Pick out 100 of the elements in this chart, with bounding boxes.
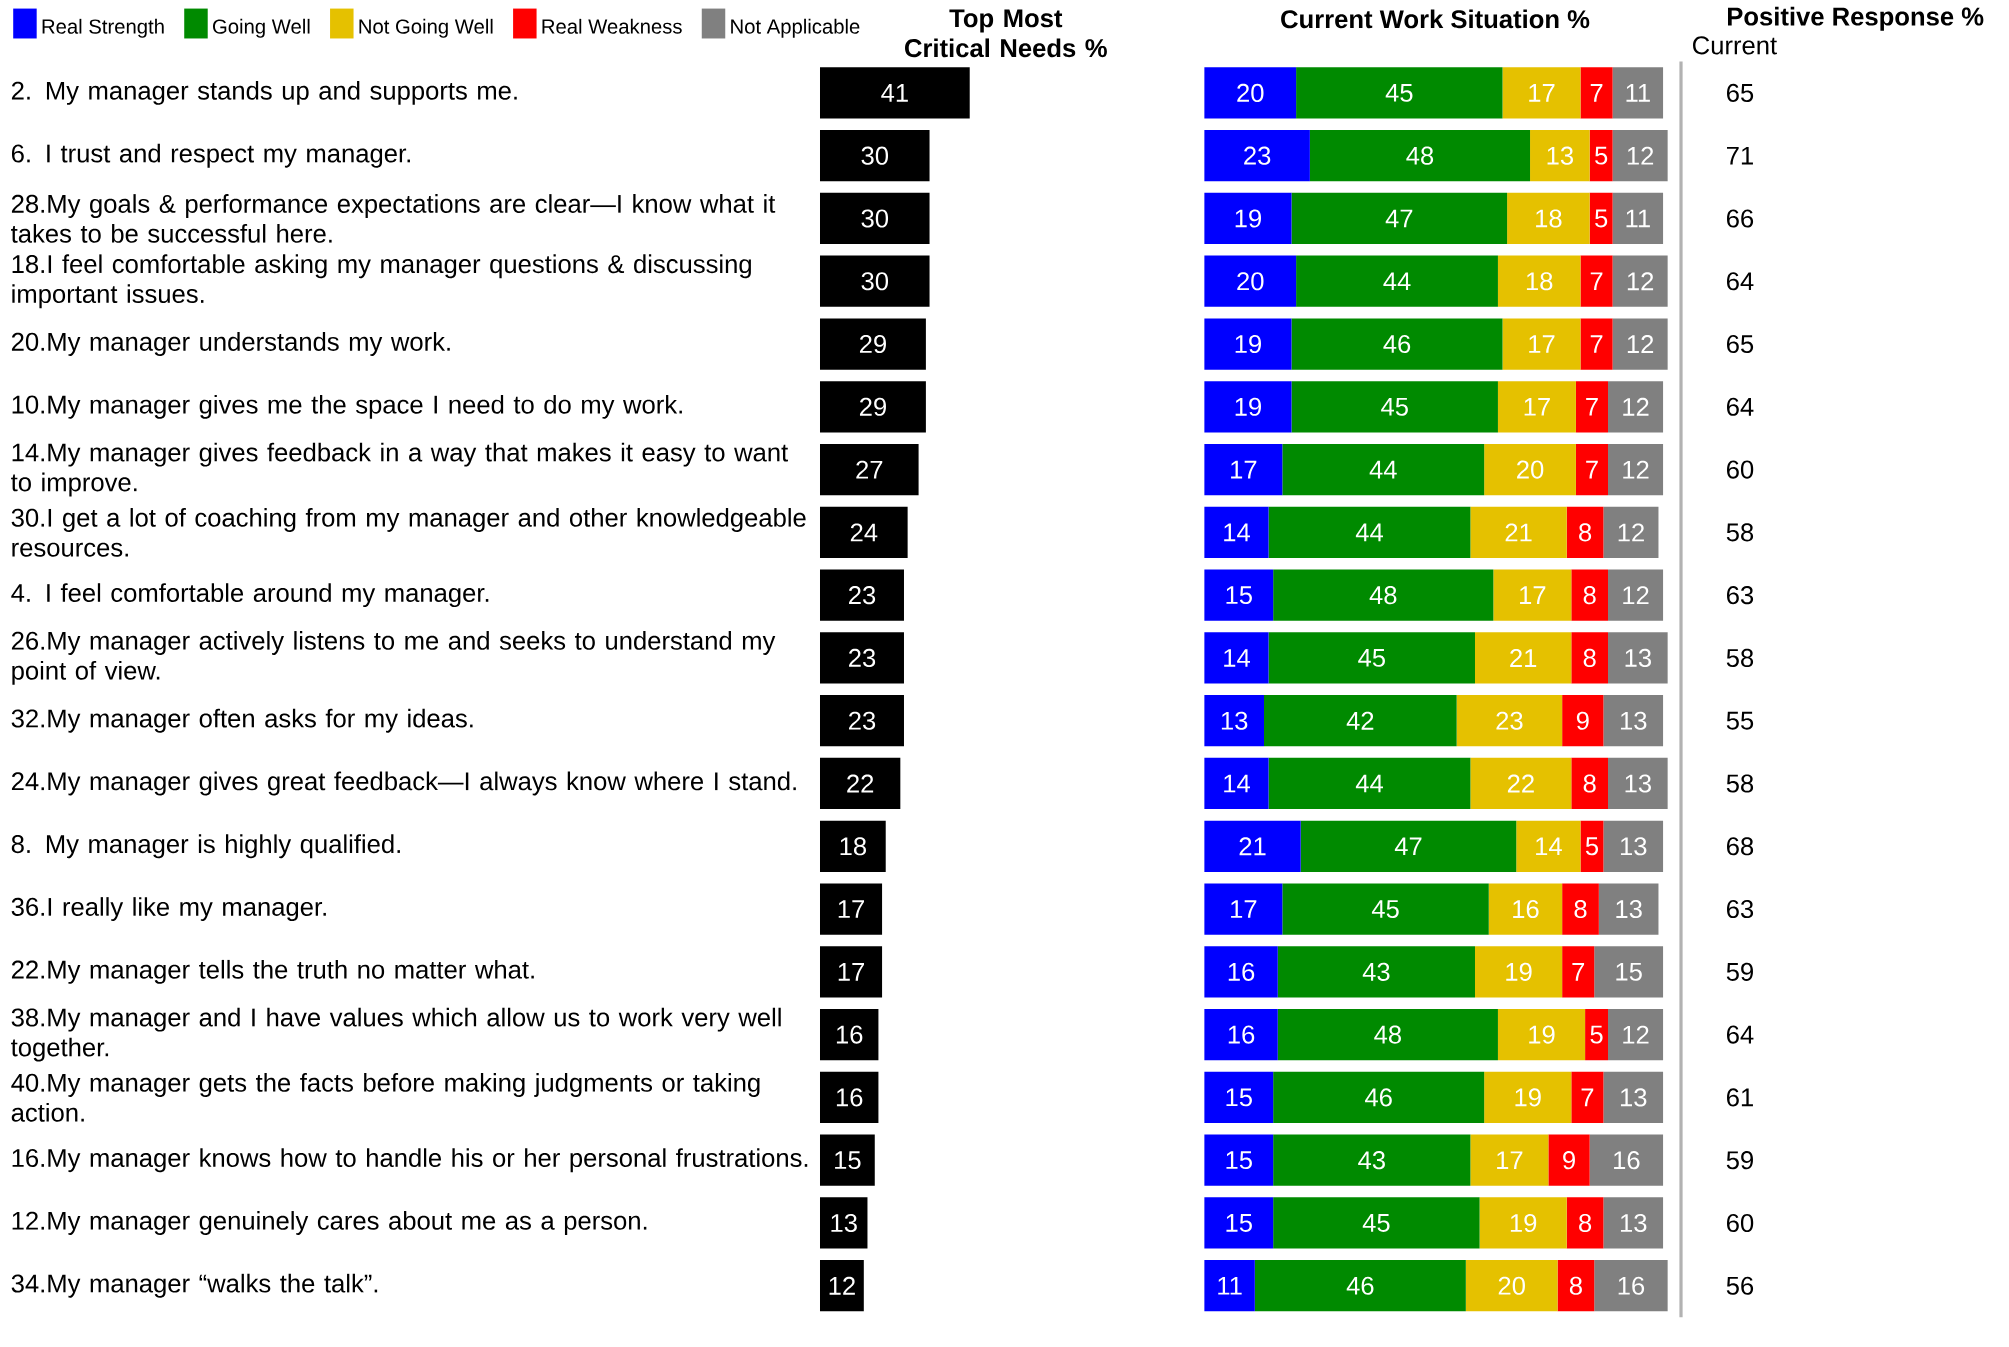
data-label: 58 [1726,774,1754,793]
bar [1456,695,1563,747]
data-label: 27 [856,460,883,479]
data-label: 12 [829,1277,855,1295]
bar [1204,193,1292,245]
data-label: 30 [861,146,889,165]
data-label: 30 [861,209,889,228]
data-label: 7 [1581,1088,1594,1107]
data-label: 45 [1385,84,1413,103]
legend-label: Not Going Well [359,19,493,38]
data-label: 45 [1381,398,1408,416]
bar [820,1009,879,1061]
bar [1502,318,1581,370]
data-label: 29 [859,397,886,417]
data-label: 16 [1513,900,1539,919]
data-label: 18 [1536,209,1562,228]
bar [1204,1071,1274,1124]
data-label: 65 [1727,335,1754,354]
data-label: 60 [1727,1214,1754,1233]
y-tick-label: 12.My manager genuinely cares about me as a person. [12,1211,647,1236]
data-label: 20 [1237,272,1264,291]
text: Current [1693,36,1777,55]
bar [1585,1009,1609,1061]
data-label: 16 [836,1088,863,1107]
y-tick-label: 16.My manager knows how to handle his or her personal frustrations. [12,1148,808,1173]
bar [1612,67,1664,119]
bar [1594,1260,1668,1312]
bar [1608,381,1664,433]
data-label: 14 [1224,523,1250,542]
y-tick-label: 8. My manager is highly qualified. [11,834,400,859]
data-label: 43 [1358,1151,1385,1170]
bar [1254,1260,1466,1312]
bar [820,318,926,370]
bar [820,1197,868,1249]
bar [1264,695,1457,747]
data-label: 22 [1507,774,1534,793]
data-label: 8 [1579,1214,1592,1233]
bar [1571,569,1609,621]
bar [820,1260,864,1312]
bar [1277,946,1475,998]
bar [1484,1071,1572,1124]
data-label: 16 [1618,1276,1645,1296]
bar [1598,883,1659,935]
data-label: 5 [1595,146,1608,165]
data-label: 47 [1385,209,1413,228]
y-tick-label: 20.My manager understands my work. [11,332,450,357]
bar [1507,193,1590,245]
bar [1608,632,1668,684]
bar [1273,1134,1471,1187]
bar [820,883,883,935]
data-label: 12 [1623,460,1649,479]
data-label: 17 [838,963,864,981]
bar [1603,506,1659,559]
data-label: 60 [1727,460,1754,479]
data-label: 13 [1616,900,1642,919]
bar [1516,820,1581,873]
data-label: 59 [1726,962,1753,982]
data-label: 19 [1529,1025,1555,1044]
bar [1612,193,1664,245]
data-label: 44 [1383,272,1411,291]
bar [820,1071,879,1124]
data-label: 23 [1244,146,1271,165]
data-label: 61 [1727,1088,1753,1107]
data-label: 15 [1226,1151,1252,1170]
data-label: 8 [1583,586,1596,605]
data-label: 46 [1365,1088,1392,1107]
data-label: 14 [1224,649,1250,667]
data-label: 14 [1536,837,1562,856]
bar [820,255,930,308]
data-label: 63 [1727,586,1754,605]
bar [820,67,970,119]
chart-title: Current Work Situation % [1281,9,1590,29]
bar [1296,255,1498,308]
bar [820,1134,875,1187]
data-label: 22 [847,774,874,793]
bar [1300,820,1517,873]
data-label: 71 [1727,147,1753,165]
y-tick-label: 26.My manager actively listens to me and seeks to understand my point of view. [11,631,776,686]
bar [1204,883,1283,935]
bar [1603,1071,1664,1124]
bar [1566,1197,1604,1249]
data-label: 5 [1595,209,1608,228]
bar [1612,255,1668,308]
bar [1562,695,1604,747]
y-tick-label: 18.I feel comfortable asking my manager questions & discussing important issues. [12,254,751,309]
y-tick-label: 10.My manager gives me the space I need to do my work. [12,395,682,419]
data-label: 17 [1497,1151,1523,1170]
data-label: 12 [1623,586,1649,605]
data-label: 7 [1590,84,1603,102]
data-label: 15 [1616,963,1642,981]
bar [1612,130,1668,182]
bar [1204,758,1269,810]
data-label: 15 [835,1151,861,1170]
bar [1204,1260,1255,1312]
data-label: 7 [1572,963,1585,981]
chart-title: Top Most Critical Needs % [905,9,1107,58]
data-label: 9 [1563,1151,1575,1170]
bar [1488,883,1563,935]
y-tick-label: 40.My manager gets the facts before making judgments or taking action. [11,1073,760,1122]
data-label: 23 [1496,711,1523,730]
